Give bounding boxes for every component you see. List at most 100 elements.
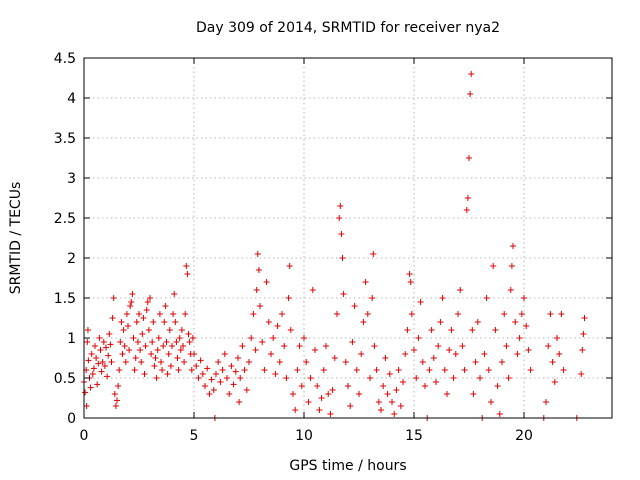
data-point [334, 311, 340, 317]
y-tick-label: 3 [67, 171, 76, 187]
data-point [316, 407, 323, 413]
data-point [164, 371, 171, 377]
data-point [98, 368, 105, 375]
data-point [547, 311, 554, 317]
data-point [477, 375, 483, 381]
data-point [375, 399, 382, 405]
data-point [331, 355, 338, 361]
data-point [294, 367, 301, 373]
x-ticks: 0 5 10 15 20 [80, 58, 533, 444]
data-point [112, 403, 119, 409]
data-point [407, 279, 414, 285]
data-point [580, 331, 587, 337]
data-point [286, 263, 293, 269]
data-point [270, 335, 277, 341]
data-point [153, 375, 160, 381]
data-point [133, 319, 140, 325]
data-point [87, 384, 94, 391]
data-point [339, 255, 346, 261]
data-point [254, 251, 261, 257]
data-point [578, 371, 585, 377]
data-point [503, 343, 510, 349]
data-point [118, 319, 125, 325]
data-point [364, 311, 371, 317]
data-point [579, 347, 586, 353]
data-point [466, 155, 472, 161]
data-point [272, 371, 279, 377]
data-point [127, 303, 134, 309]
data-point [89, 371, 96, 377]
data-point [521, 295, 527, 301]
data-point [84, 327, 91, 333]
y-tick-label: 4.5 [54, 51, 76, 67]
data-point [253, 287, 260, 293]
data-point [149, 339, 156, 345]
data-point [167, 363, 174, 369]
data-point [246, 359, 252, 365]
data-point [318, 395, 325, 401]
data-point [144, 299, 151, 305]
data-point [397, 403, 404, 409]
data-point [237, 375, 244, 381]
data-point [518, 311, 525, 317]
data-point [340, 291, 347, 297]
data-point [510, 243, 516, 249]
data-point [243, 387, 250, 393]
data-point [373, 367, 380, 373]
data-point [138, 359, 145, 365]
data-point [236, 399, 243, 405]
data-points [81, 71, 588, 421]
data-point [235, 355, 241, 361]
data-point [108, 359, 115, 365]
y-tick-label: 0 [67, 411, 76, 427]
data-point [241, 367, 248, 373]
data-point [527, 367, 534, 373]
data-point [549, 359, 556, 365]
data-point [232, 368, 239, 375]
data-point [338, 231, 345, 237]
data-point [177, 347, 184, 353]
data-point [156, 311, 163, 317]
data-point [514, 351, 521, 357]
data-point [259, 339, 266, 345]
data-point [94, 381, 101, 388]
data-point [248, 335, 255, 341]
data-point [516, 335, 523, 341]
data-point [298, 383, 305, 389]
data-point [384, 391, 391, 397]
data-point [114, 397, 120, 404]
data-point [150, 319, 157, 325]
data-point [159, 367, 166, 373]
data-point [143, 307, 150, 313]
data-point [180, 343, 186, 349]
data-point [545, 343, 552, 349]
data-point [287, 327, 294, 333]
data-point [417, 299, 424, 305]
data-point [441, 367, 448, 373]
data-point [312, 347, 318, 353]
data-point [492, 327, 499, 333]
grid-layer [84, 58, 612, 418]
data-point [314, 383, 321, 389]
data-point [301, 335, 307, 341]
data-point [139, 331, 146, 337]
data-point [136, 311, 142, 317]
data-point [496, 411, 503, 417]
data-point [342, 359, 349, 365]
data-point [141, 371, 148, 377]
data-point [435, 343, 442, 349]
data-point [165, 351, 172, 357]
data-point [404, 327, 411, 333]
data-point [132, 355, 139, 361]
data-point [109, 315, 116, 321]
data-point [137, 347, 144, 353]
data-point [483, 295, 490, 301]
x-axis-label: GPS time / hours [289, 458, 406, 474]
data-point [281, 343, 288, 349]
data-point [362, 279, 369, 285]
data-point [152, 355, 159, 361]
data-point [213, 371, 219, 377]
data-point [171, 291, 178, 297]
data-point [219, 367, 226, 373]
data-point [448, 327, 455, 333]
